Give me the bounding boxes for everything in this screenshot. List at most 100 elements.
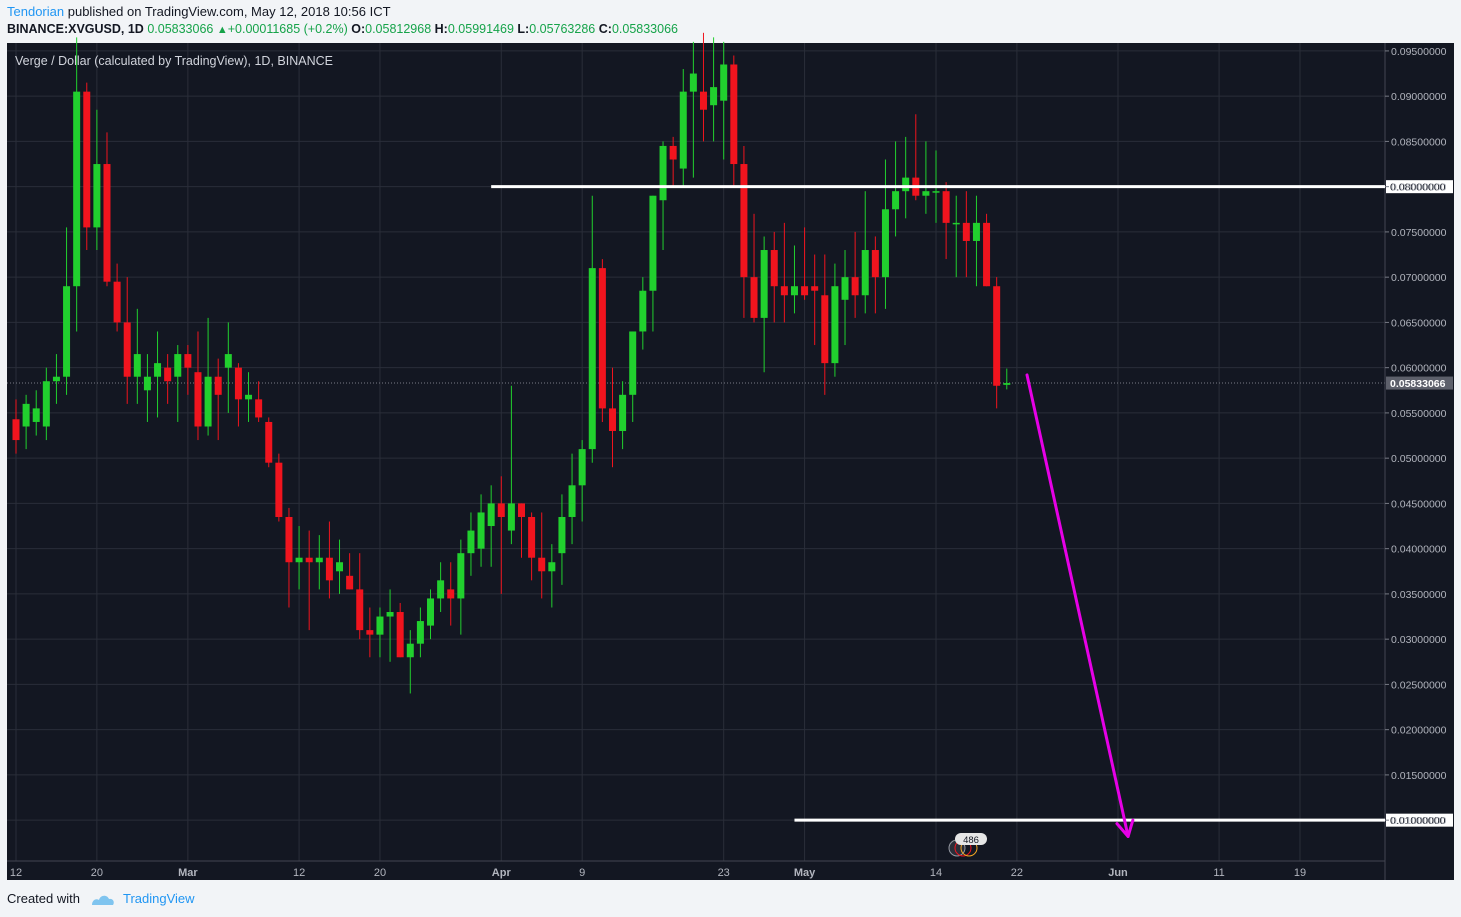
candle-body [214,376,222,395]
candle-body [477,512,485,549]
publish-header: Tendorian published on TradingView.com, … [7,4,391,19]
candle [255,381,263,422]
candle-body [42,381,50,427]
candle-body [224,354,232,368]
candle-body [861,250,869,296]
low-value: 0.05763286 [529,22,596,36]
price-tick-label: 0.05500000 [1391,408,1447,420]
candle [801,227,809,300]
candle-body [578,449,586,486]
candle-body [993,286,1001,386]
tradingview-logo-icon [91,895,114,905]
time-tick-label: May [794,867,816,879]
candle-body [770,250,778,287]
candle-body [164,367,172,382]
candle-body [346,575,354,590]
candle-body [255,399,263,418]
candle [780,222,788,323]
candle-body [972,222,980,241]
candlestick-series [12,32,1011,694]
candle [467,512,475,576]
candle-body [639,290,647,332]
candle-body [598,268,606,409]
candle [416,607,424,658]
candle [993,277,1001,409]
time-tick-label: 11 [1213,867,1224,879]
candle [1003,368,1011,390]
author-link[interactable]: Tendorian [7,4,65,19]
candle-body [467,530,475,554]
candle-body [608,408,616,432]
candle [376,607,384,658]
candle [305,530,313,631]
time-axis[interactable]: 12 20 Mar 12 20 Apr 9 23 May 14 22 Jun 11 19 [10,867,1306,879]
level-price-label: 0.01000000 [1390,815,1446,827]
candle-body [113,281,121,323]
candle-body [275,462,283,517]
price-tick-label: 0.05000000 [1391,453,1447,465]
candle [962,191,970,278]
candle-body [73,91,81,287]
candle-body [811,286,819,291]
level-price-label: 0.08000000 [1390,182,1446,194]
current-price-tag [1386,376,1453,390]
candle [922,141,930,214]
change-value: +0.00011685 (+0.2%) [227,22,348,36]
close-value: 0.05833066 [611,22,678,36]
time-tick-label: 12 [293,867,305,879]
price-tick-label: 0.08500000 [1391,136,1447,148]
candle [42,367,50,441]
time-tick-label: Apr [492,867,512,879]
candle [73,37,81,332]
candle-body [922,191,930,196]
price-axis[interactable]: 0.09500000 0.09000000 0.08500000 0.08000000… [1385,46,1453,827]
candle [538,512,546,599]
candle-body [568,485,576,517]
price-tick-label: 0.01000000 [1391,815,1447,827]
price-tick-label: 0.04000000 [1391,544,1447,556]
publish-info: published on TradingView.com, May 12, 20… [67,4,391,19]
candle [346,553,354,590]
price-tick-label: 0.07000000 [1391,272,1447,284]
candle-body [659,145,667,201]
high-value: 0.05991469 [447,22,514,36]
current-price-label: 0.05833066 [1390,378,1446,390]
tradingview-brand-link[interactable]: TradingView [123,891,195,906]
candle [730,55,738,187]
candle [265,417,273,468]
event-badge[interactable]: 486 [948,833,987,857]
candle-body [710,87,718,106]
candle-body [649,195,657,291]
candle [740,145,748,318]
candle [588,195,596,463]
price-tick-label: 0.01500000 [1391,770,1447,782]
candle [386,589,394,662]
candle [881,159,889,309]
projection-line [1025,373,1130,838]
candle-body [497,503,505,517]
candle-body [881,209,889,278]
candle-body [356,589,364,631]
candle-body [588,268,596,450]
candle [437,562,445,613]
candle-body [760,250,768,318]
candle-body [962,222,970,241]
candle [285,507,293,608]
candle-body [427,598,435,626]
candle [224,322,232,413]
candle [497,476,505,594]
candle-body [12,419,20,441]
time-tick-label: 20 [91,867,103,879]
projection-arrow[interactable] [1025,373,1135,838]
candle [406,630,414,694]
horizontal-level-lines[interactable]: 0.08000000 0.01000000 [491,180,1453,827]
candle [194,331,202,441]
candle [325,521,333,599]
candle-body [143,376,151,391]
candle [52,354,60,404]
candle [366,607,374,658]
candle [689,41,697,178]
time-tick-label: 20 [374,867,386,879]
candle-body [780,286,788,296]
